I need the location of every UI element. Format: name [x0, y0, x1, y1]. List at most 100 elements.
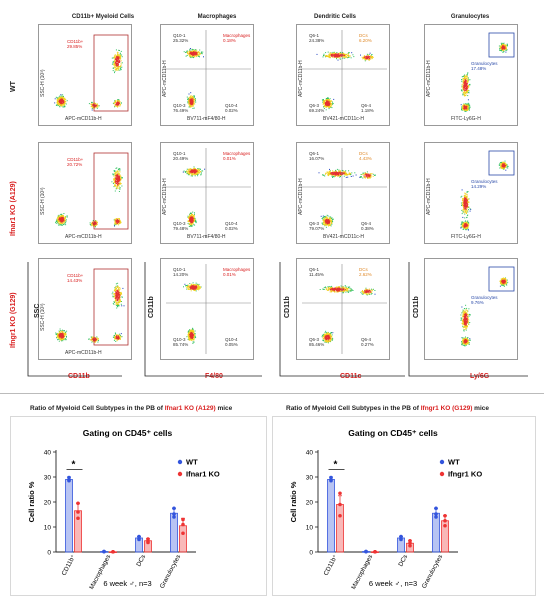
gate-name-cd11b: CD11b+	[67, 273, 84, 278]
ratio-title-right-suffix: mice	[472, 405, 489, 412]
flow-panel-dc-row1: Q6-1 16.07% DCs 4.43% Q6-3 79.07% Q6-4 0.38…	[296, 142, 390, 244]
flow-scatter-plot	[302, 264, 387, 354]
data-point	[137, 536, 141, 541]
quadrant-q3: Q10-3 79.48%	[173, 221, 189, 231]
bar-chart-box-right	[272, 416, 536, 596]
bottom-x-cd11b: CD11b	[68, 373, 90, 380]
flow-scatter-plot	[166, 30, 251, 120]
data-point	[408, 541, 412, 545]
data-point	[181, 531, 185, 536]
gate-pct-cd11b: 20.72%	[67, 162, 83, 167]
y-tick-label: 30	[44, 475, 52, 482]
y-tick-label: 40	[306, 450, 314, 457]
x-tick-label: DCs	[397, 554, 409, 568]
legend-marker	[177, 471, 183, 477]
y-tick-label: 20	[44, 500, 52, 507]
quadrant-q3: Q6-3 79.07%	[309, 221, 325, 231]
y-axis-label: Cell ratio %	[289, 481, 298, 522]
gate-granulocytes: Granulocytes 9.76%	[471, 295, 498, 305]
quadrant-q2: DCs 2.62%	[359, 267, 372, 277]
gate-name-cd11b: CD11b+	[67, 39, 84, 44]
y-tick-label: 30	[306, 475, 314, 482]
ratio-title-left-prefix: Ratio of Myeloid Cell Subtypes in the PB…	[30, 405, 165, 412]
ratio-title-left-strain: Ifnar1 KO (A129)	[164, 405, 216, 412]
y-tick-label: 10	[306, 525, 314, 532]
quadrant-q2: Macrophages 0.01%	[223, 151, 251, 161]
quadrant-q4: Q10-4 0.05%	[225, 337, 238, 347]
flow-scatter-plot	[166, 148, 251, 238]
data-point	[76, 516, 80, 521]
data-point	[408, 543, 412, 548]
quadrant-q3: Q6-3 85.46%	[309, 337, 325, 347]
ratio-title-left-suffix: mice	[215, 405, 233, 412]
quadrant-q4: Q10-4 0.02%	[225, 221, 238, 231]
chart-footnote: 6 week ♂, n=3	[103, 579, 151, 588]
quadrant-q4: Q6-4 0.38%	[361, 221, 374, 231]
bar-ifngr1-ko-0	[336, 504, 344, 553]
y-tick-label: 0	[309, 550, 313, 557]
quadrant-q1: Q6-1 24.38%	[309, 33, 325, 43]
data-point	[338, 513, 342, 518]
column-title-dendritic: Dendritic Cells	[313, 14, 356, 20]
x-tick-label: CD11b⁺	[61, 554, 78, 577]
quadrant-q4: Q6-4 0.27%	[361, 337, 374, 347]
gate-pct-cd11b: 14.43%	[67, 278, 83, 283]
data-point	[172, 515, 176, 519]
ratio-title-right: Ratio of Myeloid Cell Subtypes in the PB…	[286, 405, 489, 412]
legend-marker	[439, 471, 445, 477]
ratio-title-left: Ratio of Myeloid Cell Subtypes in the PB…	[30, 405, 232, 412]
x-tick-label: CD11b⁺	[323, 554, 340, 577]
x-axis-label: APC-mCD11b-H	[65, 350, 102, 356]
x-axis-label: FITC-Ly6G-H	[451, 234, 481, 240]
data-point	[111, 549, 115, 554]
y-tick-label: 40	[44, 450, 52, 457]
bar-chart-title: Gating on CD45⁺ cells	[83, 428, 173, 438]
bar-wt-0	[327, 479, 335, 553]
significance-marker: *	[72, 460, 76, 471]
data-point	[181, 517, 185, 522]
flow-panel-gran-row2: Granulocytes 9.76%	[424, 258, 518, 360]
y-axis-label: Cell ratio %	[27, 481, 36, 522]
data-point	[172, 512, 176, 516]
x-axis-label: FITC-Ly6G-H	[451, 116, 481, 122]
quadrant-q1: Q10-1 20.49%	[173, 151, 189, 161]
quadrant-q1: Q10-1 14.20%	[173, 267, 189, 277]
x-tick-label: DCs	[135, 554, 147, 568]
x-axis-label: BV421-mCD11c-H	[323, 234, 365, 240]
quadrant-q4: Q6-4 1.18%	[361, 103, 374, 113]
flow-panel-dc-row2: Q6-1 11.45% DCs 2.62% Q6-3 85.46% Q6-4 0.27…	[296, 258, 390, 360]
quadrant-q2: DCs 6.20%	[359, 33, 372, 43]
quadrant-q1: Q6-1 11.45%	[309, 267, 324, 277]
gate-pct-cd11b: 29.85%	[67, 44, 83, 49]
gate-name-cd11b: CD11b+	[67, 157, 84, 162]
data-point	[338, 502, 342, 507]
column-title-cd11b: CD11b+ Myeloid Cells	[71, 14, 135, 20]
bar-chart-left: Gating on CD45⁺ cells 0 10 20 30 40 Cell ratio…	[27, 428, 220, 591]
flow-scatter-plot	[55, 268, 129, 346]
flow-scatter-plot	[460, 150, 515, 231]
data-point	[434, 506, 438, 511]
bar-wt-3	[432, 512, 440, 553]
data-point	[76, 501, 80, 506]
x-tick-label: Granulocytes	[421, 554, 445, 590]
flow-panel-mac-row1: Q10-1 20.49% Macrophages 0.01% Q10-3 79.48…	[160, 142, 254, 244]
bar-chart-right: Gating on CD45⁺ cells 0 10 20 30 40 Cell ratio…	[289, 428, 482, 591]
quadrant-q3: Q10-3 76.49%	[173, 103, 189, 113]
data-point	[443, 518, 447, 523]
data-point	[172, 506, 176, 511]
legend-marker	[177, 459, 183, 465]
column-title-granulocytes: Granulocytes	[450, 14, 490, 20]
flow-panel-gran-row1: Granulocytes 14.29% FITC-Ly6G-H APC-mCD11b…	[424, 142, 518, 244]
data-point	[76, 510, 80, 514]
bar-chart-box-left	[10, 416, 267, 596]
significance-marker: *	[334, 460, 338, 471]
data-point	[329, 477, 333, 482]
data-point	[399, 536, 403, 541]
x-axis-label: APC-mCD11b-H	[65, 116, 102, 122]
flow-scatter-plot	[55, 152, 129, 230]
data-point	[338, 491, 342, 496]
quadrant-q3: Q10-3 85.74%	[173, 337, 189, 347]
x-tick-label: Granulocytes	[159, 554, 183, 590]
quadrant-q4: Q10-4 0.02%	[225, 103, 238, 113]
bottom-x-f480: F4/80	[205, 373, 223, 380]
